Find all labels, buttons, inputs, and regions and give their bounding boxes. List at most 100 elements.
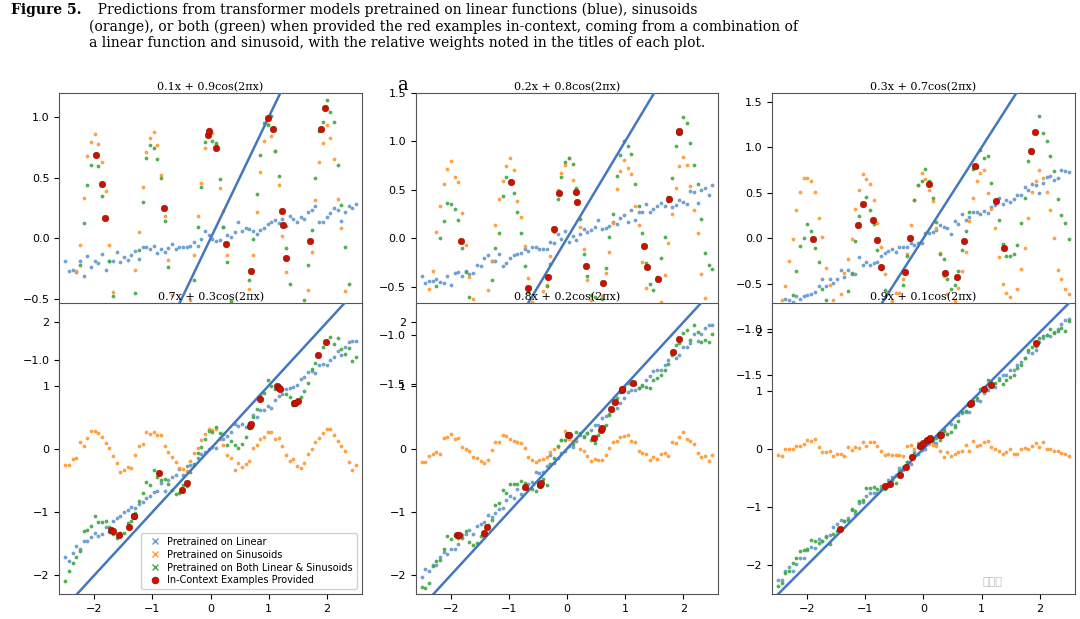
Point — [271, 384, 288, 394]
Point — [868, 235, 886, 245]
Point — [286, 397, 303, 407]
Point — [265, 124, 282, 134]
Title: 0.9x + 0.1cos(2πx): 0.9x + 0.1cos(2πx) — [870, 292, 976, 303]
Point — [448, 530, 465, 540]
Point — [896, 267, 914, 277]
Point — [671, 127, 688, 137]
Point — [468, 335, 485, 345]
Point — [594, 423, 611, 433]
Point — [949, 272, 967, 282]
Point — [975, 384, 993, 394]
Point — [252, 394, 269, 404]
Point — [955, 236, 972, 246]
Point — [829, 335, 847, 345]
Point — [671, 334, 688, 344]
Text: Figure 5.: Figure 5. — [11, 3, 81, 17]
Point — [450, 530, 468, 540]
Point — [897, 462, 915, 472]
Point — [312, 124, 329, 134]
Point — [912, 441, 929, 451]
Point — [904, 452, 921, 462]
Point — [592, 425, 609, 435]
Point — [559, 431, 577, 441]
Point — [613, 384, 631, 394]
Text: a: a — [397, 76, 408, 93]
Point — [550, 188, 567, 198]
Point — [891, 470, 908, 480]
Point — [921, 434, 939, 444]
Point — [174, 348, 191, 358]
Point — [173, 485, 190, 495]
Point — [105, 526, 122, 536]
Point — [661, 194, 678, 204]
Point — [649, 274, 666, 284]
Point — [535, 304, 552, 314]
Point — [478, 522, 496, 532]
Point — [913, 440, 930, 450]
Point — [1027, 337, 1044, 347]
Point — [270, 383, 287, 393]
Point — [983, 380, 1000, 390]
Point — [606, 397, 623, 407]
Point — [638, 262, 656, 272]
Point — [837, 303, 854, 313]
Point — [242, 266, 259, 275]
Legend: Pretrained on Linear, Pretrained on Sinusoids, Pretrained on Both Linear & Sinus: Pretrained on Linear, Pretrained on Sinu… — [141, 533, 356, 589]
Point — [120, 522, 137, 532]
Point — [569, 197, 586, 207]
Point — [1023, 146, 1040, 156]
Point — [561, 430, 578, 439]
Point — [301, 236, 319, 246]
Point — [475, 527, 492, 537]
Point — [519, 283, 537, 293]
Point — [961, 399, 978, 409]
Point — [177, 334, 194, 344]
Title: 0.3x + 0.7cos(2πx): 0.3x + 0.7cos(2πx) — [870, 82, 976, 92]
Point — [259, 113, 276, 123]
Point — [854, 199, 872, 209]
Point — [996, 243, 1013, 253]
Point — [635, 241, 652, 251]
Title: 0.7x + 0.3cos(2πx): 0.7x + 0.3cos(2πx) — [158, 292, 264, 303]
Point — [962, 399, 980, 409]
Point — [268, 381, 285, 391]
Point — [154, 203, 172, 213]
Point — [921, 433, 939, 443]
Point — [586, 301, 604, 311]
Point — [873, 262, 890, 272]
Point — [918, 436, 935, 446]
Point — [832, 524, 849, 534]
Title: 0.8x + 0.2cos(2πx): 0.8x + 0.2cos(2πx) — [514, 292, 620, 303]
Point — [881, 479, 899, 489]
Point — [469, 339, 486, 348]
Point — [531, 479, 549, 489]
Point — [316, 337, 334, 347]
Point — [933, 430, 950, 439]
Point — [987, 197, 1004, 207]
Point — [516, 483, 534, 493]
Text: 量子位: 量子位 — [983, 577, 1002, 587]
Point — [594, 278, 611, 288]
Point — [567, 188, 584, 197]
Point — [93, 180, 110, 189]
Point — [242, 422, 259, 431]
Point — [96, 213, 113, 223]
Point — [103, 525, 120, 535]
Point — [920, 180, 937, 189]
Point — [919, 435, 936, 444]
Point — [671, 126, 688, 136]
Point — [207, 143, 225, 153]
Point — [901, 233, 918, 243]
Point — [805, 234, 822, 244]
Point — [915, 438, 932, 448]
Point — [285, 397, 302, 407]
Point — [624, 378, 642, 388]
Point — [125, 511, 143, 521]
Point — [273, 206, 291, 216]
Point — [242, 420, 259, 430]
Point — [540, 272, 557, 282]
Point — [453, 236, 470, 246]
Point — [217, 239, 234, 249]
Point — [125, 511, 143, 521]
Point — [577, 261, 594, 271]
